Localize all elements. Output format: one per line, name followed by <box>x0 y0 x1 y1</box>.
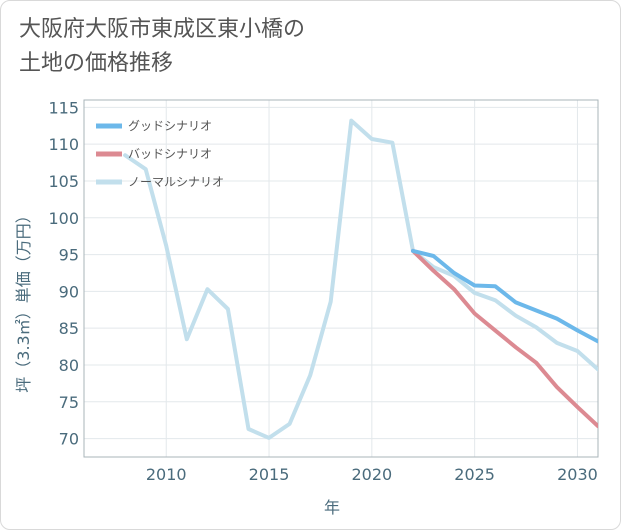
y-tick-label: 110 <box>48 135 79 154</box>
y-tick-label: 105 <box>48 172 79 191</box>
series-line-good <box>411 248 598 344</box>
y-tick-label: 95 <box>59 246 79 265</box>
chart-title-line-2: 土地の価格推移 <box>19 51 174 76</box>
x-axis-title: 年 <box>324 498 340 517</box>
y-tick-label: 85 <box>59 319 79 338</box>
y-tick-label: 70 <box>59 430 79 449</box>
legend-label: バッドシナリオ <box>128 147 212 161</box>
y-tick-label: 80 <box>59 356 79 375</box>
y-tick-labels: 70 75 80 85 90 95 100 105 110 115 <box>48 98 79 448</box>
series-line-bad <box>411 248 598 429</box>
series-line-normal <box>123 118 598 440</box>
legend-label: グッドシナリオ <box>128 119 212 133</box>
x-tick-label: 2025 <box>454 465 495 484</box>
x-tick-label: 2030 <box>557 465 598 484</box>
series-layer <box>123 118 598 440</box>
y-axis-title: 坪（3.3㎡）単価（万円） <box>14 207 33 392</box>
x-tick-label: 2010 <box>146 465 187 484</box>
y-tick-label: 115 <box>48 98 79 117</box>
plot-frame <box>83 99 599 458</box>
grid-lines <box>84 100 598 457</box>
y-tick-label: 75 <box>59 393 79 412</box>
chart-title-line-1: 大阪府大阪市東成区東小橋の <box>19 17 306 42</box>
x-tick-labels: 2010 2015 2020 2025 2030 <box>146 465 598 484</box>
x-tick-label: 2015 <box>249 465 290 484</box>
y-tick-label: 90 <box>59 282 79 301</box>
y-tick-label: 100 <box>48 209 79 228</box>
x-tick-label: 2020 <box>351 465 392 484</box>
legend-label: ノーマルシナリオ <box>128 175 224 189</box>
chart-title: 大阪府大阪市東成区東小橋の 土地の価格推移 <box>19 13 305 81</box>
